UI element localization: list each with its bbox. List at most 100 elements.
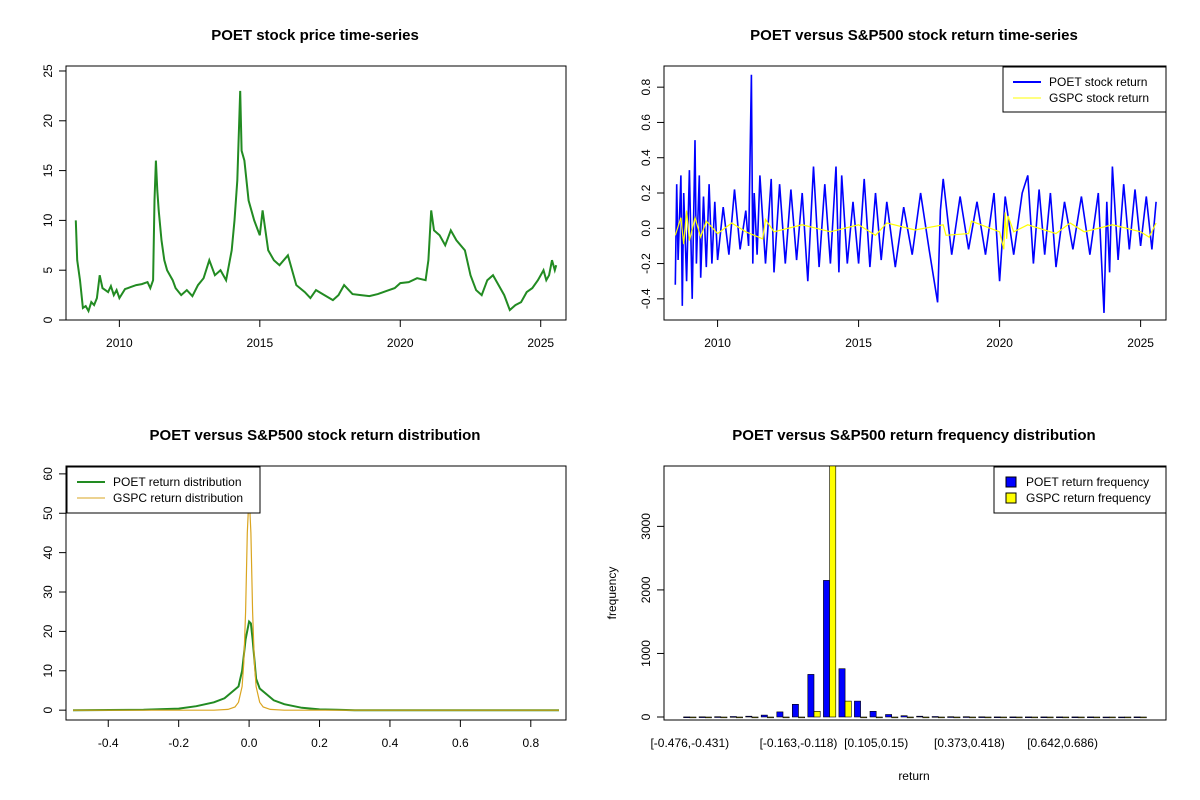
- y-tick-label: 0.8: [639, 79, 653, 96]
- bar-gspc: [704, 716, 712, 719]
- bar-gspc: [1139, 716, 1147, 719]
- panel-price: POET stock price time-series 2010 2015 202…: [41, 27, 567, 350]
- bar-poet: [1071, 716, 1079, 719]
- x-tick-label: [-0.476,-0.431): [650, 736, 729, 750]
- bar-poet: [962, 716, 970, 718]
- bar-poet: [698, 716, 706, 718]
- bar-gspc: [1046, 716, 1054, 719]
- bar-gspc: [1077, 716, 1085, 719]
- legend-label-poet: POET stock return: [1049, 75, 1147, 89]
- x-axis: -0.4 -0.2 0.0 0.2 0.4 0.6 0.8: [98, 719, 539, 750]
- bar-poet: [1133, 716, 1141, 719]
- bar-gspc: [906, 716, 914, 719]
- y-tick-label: 20: [41, 114, 55, 128]
- panel-density: POET versus S&P500 stock return distribu…: [41, 427, 567, 750]
- x-tick-label: 0.2: [311, 736, 328, 750]
- bar-poet: [931, 716, 939, 718]
- y-tick-label: 20: [41, 624, 55, 638]
- bar-poet: [1118, 716, 1125, 719]
- legend-label-poet: POET return distribution: [113, 475, 242, 489]
- x-axis: [-0.476,-0.431) [-0.163,-0.118) [0.105,0.1…: [650, 736, 1098, 750]
- legend-box: [993, 466, 1167, 514]
- y-tick-label: 0: [41, 706, 55, 713]
- y-tick-label: 0.6: [639, 114, 653, 131]
- x-tick-label: 0.0: [241, 736, 258, 750]
- x-tick-label: 0.4: [382, 736, 399, 750]
- y-tick-label: 0: [639, 713, 653, 720]
- bar-gspc: [937, 716, 945, 719]
- legend: POET stock return GSPC stock return: [1002, 66, 1167, 113]
- y-tick-label: 0.4: [639, 149, 653, 166]
- y-tick-label: -0.2: [639, 253, 653, 274]
- x-tick-label: 0.8: [522, 736, 539, 750]
- x-axis: 2010 2015 2020 2025: [106, 319, 554, 350]
- bar-poet: [885, 714, 892, 718]
- bar-gspc: [767, 716, 774, 719]
- bar-gspc: [891, 716, 899, 719]
- y-tick-label: 25: [41, 64, 55, 78]
- x-tick-label: 2010: [106, 336, 133, 350]
- bar-poet: [791, 703, 799, 718]
- bar-gspc: [1031, 716, 1038, 719]
- legend: POET return frequency GSPC return freque…: [993, 466, 1167, 514]
- bar-gspc: [1062, 716, 1070, 719]
- bar-poet: [1025, 716, 1032, 719]
- x-tick-label: [-0.163,-0.118): [760, 736, 838, 750]
- x-tick-label: 2020: [986, 336, 1013, 350]
- y-tick-label: 10: [41, 213, 55, 227]
- bar-gspc: [798, 716, 805, 719]
- bar-gspc: [922, 716, 930, 719]
- panel-returns: POET versus S&P500 stock return time-ser…: [639, 27, 1167, 350]
- data-layer: [674, 74, 1157, 313]
- panel-histogram: POET versus S&P500 return frequency dist…: [605, 427, 1167, 783]
- bar-poet: [760, 714, 768, 718]
- bar-gspc: [1093, 716, 1101, 719]
- y-tick-label: 0.2: [639, 184, 653, 201]
- y-tick-label: 40: [41, 546, 55, 560]
- x-tick-label: [0.105,0.15): [844, 736, 908, 750]
- bar-gspc: [953, 716, 961, 719]
- bar-gspc: [1000, 716, 1007, 719]
- data-layer: [74, 90, 558, 314]
- x-tick-label: -0.2: [168, 736, 189, 750]
- x-tick-label: 2015: [246, 336, 273, 350]
- y-tick-label: 2000: [639, 576, 653, 603]
- bar-gspc: [984, 716, 992, 719]
- legend-box: [66, 466, 261, 514]
- bar-gspc: [751, 716, 759, 719]
- bar-gspc: [969, 716, 976, 719]
- bar-gspc: [689, 716, 697, 719]
- bar-gspc: [829, 465, 837, 718]
- y-axis: 0 1000 2000 3000: [639, 513, 665, 720]
- y-tick-label: 3000: [639, 513, 653, 540]
- y-tick-label: 5: [41, 267, 55, 274]
- y-tick-label: 0: [41, 316, 55, 323]
- bar-poet: [916, 715, 924, 718]
- bar-poet: [900, 715, 908, 718]
- x-tick-label: 0.6: [452, 736, 469, 750]
- bar-poet: [1056, 716, 1063, 719]
- chart-title: POET versus S&P500 stock return distribu…: [150, 427, 481, 444]
- series-line-poet-price: [74, 90, 558, 314]
- y-tick-label: 10: [41, 664, 55, 678]
- y-tick-label: -0.4: [639, 288, 653, 309]
- chart-title: POET versus S&P500 stock return time-ser…: [750, 27, 1078, 44]
- bar-poet: [854, 700, 861, 718]
- y-tick-label: 0.0: [639, 220, 653, 237]
- bar-poet: [1087, 716, 1094, 719]
- legend-box: [1002, 66, 1167, 113]
- y-tick-label: 15: [41, 164, 55, 178]
- series-line-gspc-return: [674, 210, 1157, 250]
- series-line-poet-density: [72, 619, 559, 712]
- bar-gspc: [1015, 716, 1023, 719]
- y-axis: 0 5 10 15 20 25: [41, 64, 67, 323]
- bar-poet: [838, 668, 846, 718]
- x-tick-label: [0.373,0.418): [934, 736, 1005, 750]
- x-tick-label: 2015: [845, 336, 872, 350]
- bar-gspc: [844, 700, 852, 718]
- bar-poet: [1102, 716, 1110, 719]
- bar-gspc: [1108, 716, 1116, 719]
- legend-swatch-poet: [1005, 476, 1017, 488]
- bar-poet: [683, 716, 691, 719]
